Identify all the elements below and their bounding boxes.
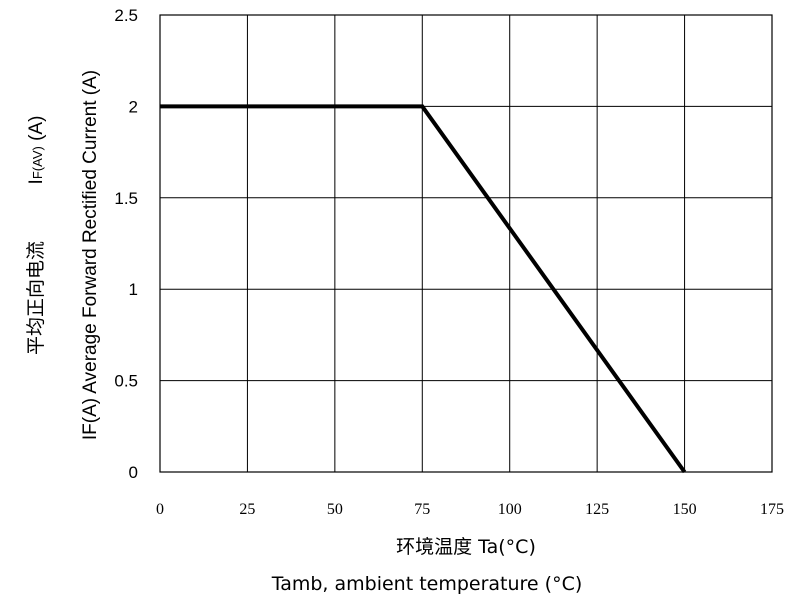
y-tick-label: 0.5: [114, 372, 138, 391]
x-tick-label: 75: [414, 501, 430, 518]
y-tick-label: 1.5: [114, 189, 138, 208]
x-tick-label: 0: [156, 501, 164, 518]
y-axis-label-english: IF(A) Average Forward Rectified Current …: [80, 70, 101, 440]
y-axis-symbol-subscript: F(AV): [30, 146, 45, 179]
plot-area-frame: [159, 14, 773, 473]
x-tick-label: 175: [760, 501, 784, 518]
series-group: [160, 104, 687, 474]
x-tick-labels: 0 25 50 75 100 125 150 175: [156, 501, 784, 518]
derating-curve: [160, 104, 687, 474]
y-tick-labels: 0 0.5 1 1.5 2 2.5: [114, 6, 138, 482]
y-tick-label: 0: [129, 463, 138, 482]
x-tick-label: 50: [327, 501, 343, 518]
x-axis-label-chinese: 环境温度 Ta(°C): [396, 536, 536, 558]
y-tick-label: 1: [129, 280, 138, 299]
x-tick-label: 25: [239, 501, 255, 518]
x-tick-label: 125: [585, 501, 609, 518]
x-tick-label: 150: [673, 501, 697, 518]
x-axis-label-english: Tamb, ambient temperature (°C): [271, 573, 583, 595]
y-tick-label: 2: [129, 97, 138, 116]
x-tick-label: 100: [498, 501, 522, 518]
y-tick-label: 2.5: [114, 6, 138, 25]
grid-lines: [159, 14, 773, 473]
y-axis-symbol: IF(AV) (A): [26, 116, 47, 185]
y-axis-label-chinese: 平均正向电流: [25, 241, 47, 355]
